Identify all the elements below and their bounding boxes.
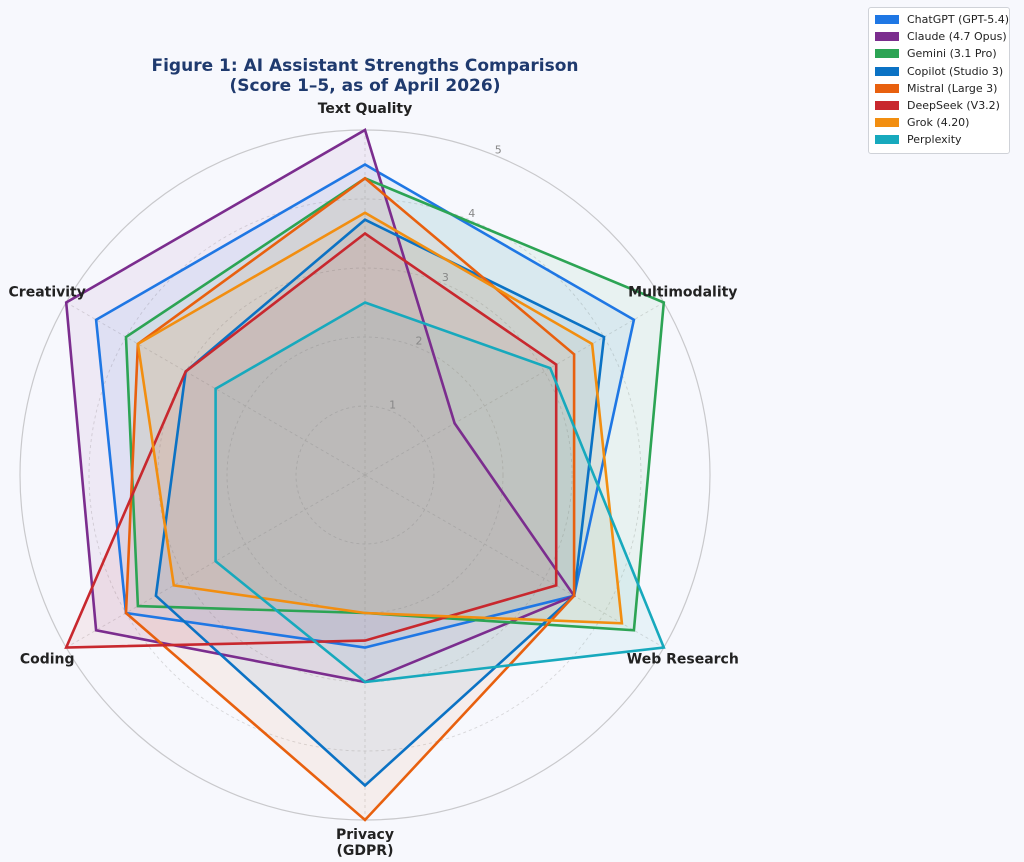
series-fill-5	[66, 233, 557, 648]
legend-swatch	[875, 135, 899, 145]
legend-item: Mistral (Large 3)	[875, 80, 1003, 97]
legend-item: ChatGPT (GPT-5.4)	[875, 11, 1009, 28]
legend-label: Perplexity	[907, 133, 962, 147]
axis-label-4: Coding	[20, 652, 75, 668]
series-fill-2	[126, 178, 664, 631]
legend-label: ChatGPT (GPT-5.4)	[907, 13, 1009, 27]
legend-swatch	[875, 66, 899, 76]
legend-item: Copilot (Studio 3)	[875, 63, 1003, 80]
legend-item: Claude (4.7 Opus)	[875, 28, 1007, 45]
axis-label-3-0: Privacy	[336, 827, 394, 843]
tick-label-5: 5	[495, 144, 502, 157]
legend-item: Perplexity	[875, 131, 1003, 148]
legend-label: DeepSeek (V3.2)	[907, 99, 1000, 113]
legend-label: Claude (4.7 Opus)	[907, 30, 1007, 44]
legend-swatch	[875, 32, 899, 42]
legend-label: Grok (4.20)	[907, 116, 970, 130]
legend-label: Gemini (3.1 Pro)	[907, 47, 997, 61]
series-line-6	[136, 211, 624, 625]
legend-item: Gemini (3.1 Pro)	[875, 45, 1003, 62]
axis-label-5: Creativity	[9, 285, 86, 301]
series-line-0	[94, 162, 636, 649]
chart-title-line-1: Figure 1: AI Assistant Strengths Compari…	[151, 56, 578, 76]
tick-label-1: 1	[389, 399, 396, 412]
series-line-5	[64, 231, 558, 649]
axis-label-0: Text Quality	[318, 101, 413, 117]
legend-label: Copilot (Studio 3)	[907, 64, 1004, 78]
legend-swatch	[875, 101, 899, 111]
series-fill-4	[126, 178, 575, 821]
series-fill-1	[66, 130, 575, 682]
series-line-7	[214, 301, 666, 684]
axis-label-3-1: (GDPR)	[337, 843, 394, 859]
radar-labels: 1 2 3 4 5 Text Quality Multimodality Web Resear…	[9, 101, 739, 859]
chart-legend: ChatGPT (GPT-5.4) Claude (4.7 Opus) Gemini…	[868, 7, 1010, 154]
legend-swatch	[875, 118, 899, 128]
legend-swatch	[875, 83, 899, 93]
tick-label-4: 4	[468, 207, 475, 220]
axis-label-1: Multimodality	[628, 285, 737, 301]
legend-label: Mistral (Large 3)	[907, 81, 998, 95]
legend-item: DeepSeek (V3.2)	[875, 97, 1003, 114]
tick-label-2: 2	[416, 335, 423, 348]
axis-label-2: Web Research	[627, 652, 739, 668]
legend-swatch	[875, 15, 899, 25]
tick-label-3: 3	[442, 271, 449, 284]
legend-item: Grok (4.20)	[875, 114, 1003, 131]
chart-title-line-2: (Score 1–5, as of April 2026)	[229, 76, 500, 96]
radar-series	[64, 128, 666, 822]
legend-swatch	[875, 49, 899, 59]
